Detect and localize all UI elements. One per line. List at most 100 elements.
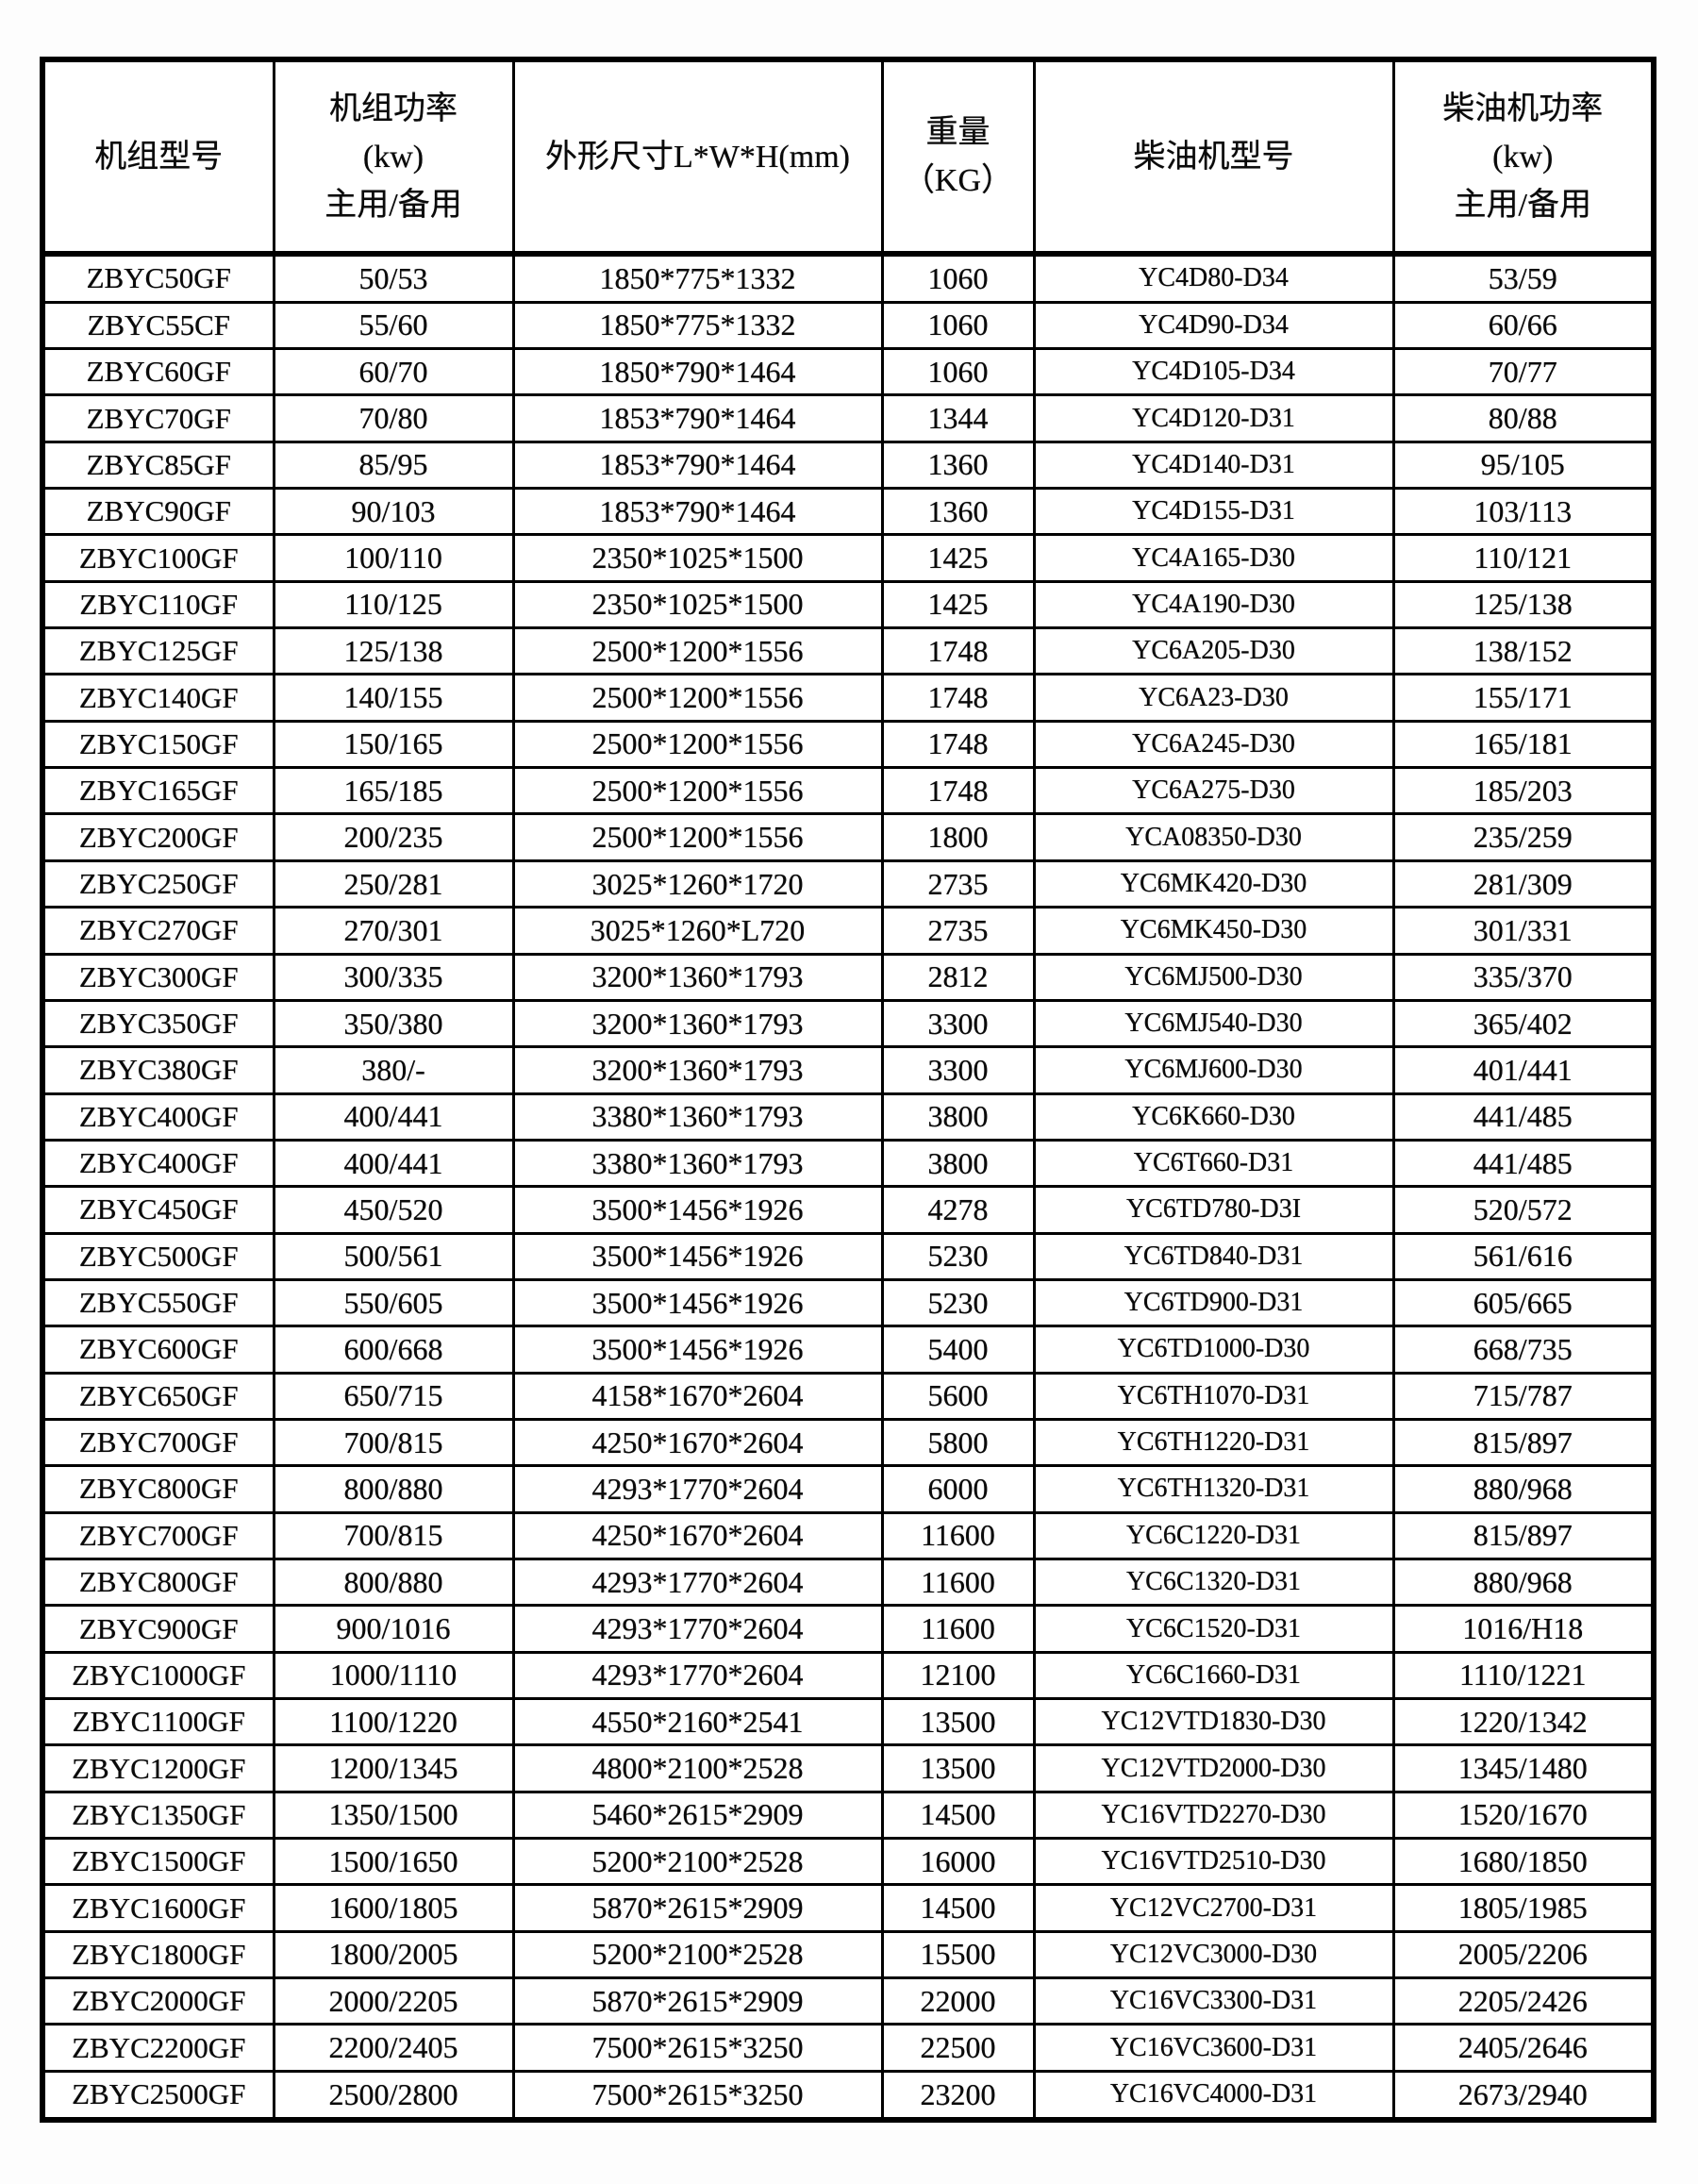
cell-unit-model: ZBYC400GF bbox=[41, 1138, 275, 1189]
cell-engine-model: YC6TH1320-D31 bbox=[1032, 1464, 1395, 1514]
header-dimensions: 外形尺寸L*W*H(mm) bbox=[511, 58, 884, 257]
table-row: ZBYC550GF 550/605 3500*1456*1926 5230 YC6TD9… bbox=[41, 1277, 1656, 1328]
cell-unit-power: 90/103 bbox=[272, 487, 515, 537]
cell-unit-model: ZBYC650GF bbox=[41, 1371, 275, 1421]
cell-dimensions: 3500*1456*1926 bbox=[511, 1277, 884, 1328]
cell-unit-model: ZBYC600GF bbox=[41, 1325, 275, 1375]
cell-weight: 13500 bbox=[880, 1743, 1036, 1793]
cell-unit-power: 800/880 bbox=[272, 1557, 515, 1608]
cell-unit-power: 300/335 bbox=[272, 952, 515, 1002]
cell-dimensions: 4250*1670*2604 bbox=[511, 1417, 884, 1468]
cell-dimensions: 1853*790*1464 bbox=[511, 487, 884, 537]
cell-weight: 2812 bbox=[880, 952, 1036, 1002]
cell-engine-model: YC6TD1000-D30 bbox=[1032, 1325, 1395, 1375]
table-row: ZBYC900GF 900/1016 4293*1770*2604 11600 YC6C… bbox=[41, 1604, 1656, 1654]
table-row: ZBYC100GF 100/110 2350*1025*1500 1425 YC4A16… bbox=[41, 533, 1656, 583]
table-row: ZBYC70GF 70/80 1853*790*1464 1344 YC4D120-D3… bbox=[41, 393, 1656, 443]
cell-unit-model: ZBYC450GF bbox=[41, 1185, 275, 1235]
cell-unit-model: ZBYC85GF bbox=[41, 440, 275, 491]
cell-dimensions: 3200*1360*1793 bbox=[511, 1045, 884, 1095]
cell-unit-power: 600/668 bbox=[272, 1325, 515, 1375]
cell-dimensions: 5200*2100*2528 bbox=[511, 1837, 884, 1887]
cell-engine-model: YC6A245-D30 bbox=[1032, 719, 1395, 770]
cell-engine-power: 1345/1480 bbox=[1391, 1743, 1656, 1793]
cell-unit-model: ZBYC90GF bbox=[41, 487, 275, 537]
table-row: ZBYC1500GF 1500/1650 5200*2100*2528 16000 YC… bbox=[41, 1837, 1656, 1887]
cell-engine-power: 80/88 bbox=[1391, 393, 1656, 443]
cell-unit-model: ZBYC2500GF bbox=[41, 2069, 275, 2122]
table-row: ZBYC700GF 700/815 4250*1670*2604 11600 YC6C1… bbox=[41, 1510, 1656, 1560]
cell-engine-power: 441/485 bbox=[1391, 1138, 1656, 1189]
cell-weight: 3300 bbox=[880, 998, 1036, 1049]
cell-weight: 14500 bbox=[880, 1790, 1036, 1841]
table-row: ZBYC1800GF 1800/2005 5200*2100*2528 15500 YC… bbox=[41, 1929, 1656, 1980]
cell-unit-power: 110/125 bbox=[272, 579, 515, 630]
cell-engine-model: YC16VTD2270-D30 bbox=[1032, 1790, 1395, 1841]
cell-unit-model: ZBYC125GF bbox=[41, 626, 275, 676]
cell-dimensions: 1850*775*1332 bbox=[511, 252, 884, 304]
cell-weight: 1748 bbox=[880, 673, 1036, 723]
header-unit-power: 机组功率 (kw) 主用/备用 bbox=[272, 58, 515, 257]
cell-weight: 1060 bbox=[880, 300, 1036, 351]
cell-engine-power: 1805/1985 bbox=[1391, 1883, 1656, 1933]
table-row: ZBYC250GF 250/281 3025*1260*1720 2735 YC6MK4… bbox=[41, 859, 1656, 909]
header-engine-power: 柴油机功率 (kw) 主用/备用 bbox=[1391, 58, 1656, 257]
cell-unit-model: ZBYC270GF bbox=[41, 906, 275, 956]
cell-unit-power: 50/53 bbox=[272, 252, 515, 304]
cell-engine-model: YC12VTD2000-D30 bbox=[1032, 1743, 1395, 1793]
cell-weight: 22500 bbox=[880, 2023, 1036, 2073]
cell-dimensions: 3025*1260*1720 bbox=[511, 859, 884, 909]
table-row: ZBYC140GF 140/155 2500*1200*1556 1748 YC6A23… bbox=[41, 673, 1656, 723]
cell-unit-power: 2200/2405 bbox=[272, 2023, 515, 2073]
cell-engine-power: 668/735 bbox=[1391, 1325, 1656, 1375]
cell-unit-model: ZBYC800GF bbox=[41, 1464, 275, 1514]
cell-unit-model: ZBYC2200GF bbox=[41, 2023, 275, 2073]
cell-weight: 22000 bbox=[880, 1976, 1036, 2026]
cell-engine-model: YC6K660-D30 bbox=[1032, 1092, 1395, 1142]
cell-engine-power: 95/105 bbox=[1391, 440, 1656, 491]
cell-unit-model: ZBYC550GF bbox=[41, 1277, 275, 1328]
cell-weight: 3800 bbox=[880, 1092, 1036, 1142]
cell-unit-model: ZBYC250GF bbox=[41, 859, 275, 909]
cell-dimensions: 3380*1360*1793 bbox=[511, 1092, 884, 1142]
table-row: ZBYC1600GF 1600/1805 5870*2615*2909 14500 YC… bbox=[41, 1883, 1656, 1933]
cell-dimensions: 2500*1200*1556 bbox=[511, 812, 884, 862]
table-row: ZBYC2000GF 2000/2205 5870*2615*2909 22000 YC… bbox=[41, 1976, 1656, 2026]
cell-engine-power: 60/66 bbox=[1391, 300, 1656, 351]
cell-unit-model: ZBYC200GF bbox=[41, 812, 275, 862]
table-row: ZBYC2200GF 2200/2405 7500*2615*3250 22500 YC… bbox=[41, 2023, 1656, 2073]
cell-engine-power: 561/616 bbox=[1391, 1231, 1656, 1281]
cell-weight: 11600 bbox=[880, 1604, 1036, 1654]
cell-weight: 16000 bbox=[880, 1837, 1036, 1887]
cell-unit-model: ZBYC500GF bbox=[41, 1231, 275, 1281]
cell-weight: 1748 bbox=[880, 626, 1036, 676]
cell-engine-power: 125/138 bbox=[1391, 579, 1656, 630]
cell-unit-model: ZBYC400GF bbox=[41, 1092, 275, 1142]
cell-weight: 1748 bbox=[880, 766, 1036, 816]
cell-unit-power: 85/95 bbox=[272, 440, 515, 491]
cell-weight: 13500 bbox=[880, 1697, 1036, 1747]
cell-weight: 1425 bbox=[880, 533, 1036, 583]
cell-weight: 1800 bbox=[880, 812, 1036, 862]
cell-unit-power: 2000/2205 bbox=[272, 1976, 515, 2026]
cell-engine-model: YC4D155-D31 bbox=[1032, 487, 1395, 537]
cell-weight: 1425 bbox=[880, 579, 1036, 630]
cell-engine-model: YC16VC3600-D31 bbox=[1032, 2023, 1395, 2073]
table-row: ZBYC1000GF 1000/1110 4293*1770*2604 12100 YC… bbox=[41, 1650, 1656, 1701]
cell-dimensions: 1853*790*1464 bbox=[511, 393, 884, 443]
table-row: ZBYC150GF 150/165 2500*1200*1556 1748 YC6A24… bbox=[41, 719, 1656, 770]
cell-engine-power: 2205/2426 bbox=[1391, 1976, 1656, 2026]
table-row: ZBYC90GF 90/103 1853*790*1464 1360 YC4D155-D… bbox=[41, 487, 1656, 537]
cell-unit-model: ZBYC1600GF bbox=[41, 1883, 275, 1933]
cell-dimensions: 4550*2160*2541 bbox=[511, 1697, 884, 1747]
cell-engine-power: 1016/H18 bbox=[1391, 1604, 1656, 1654]
cell-weight: 1060 bbox=[880, 347, 1036, 397]
table-row: ZBYC800GF 800/880 4293*1770*2604 6000 YC6TH1… bbox=[41, 1464, 1656, 1514]
cell-weight: 1360 bbox=[880, 440, 1036, 491]
table-row: ZBYC110GF 110/125 2350*1025*1500 1425 YC4A19… bbox=[41, 579, 1656, 630]
cell-engine-power: 155/171 bbox=[1391, 673, 1656, 723]
cell-dimensions: 2500*1200*1556 bbox=[511, 673, 884, 723]
cell-engine-power: 2673/2940 bbox=[1391, 2069, 1656, 2122]
cell-unit-power: 60/70 bbox=[272, 347, 515, 397]
generator-spec-table: 机组型号 机组功率 (kw) 主用/备用 外形尺寸L*W*H(mm) 重量 （K… bbox=[40, 57, 1656, 2123]
